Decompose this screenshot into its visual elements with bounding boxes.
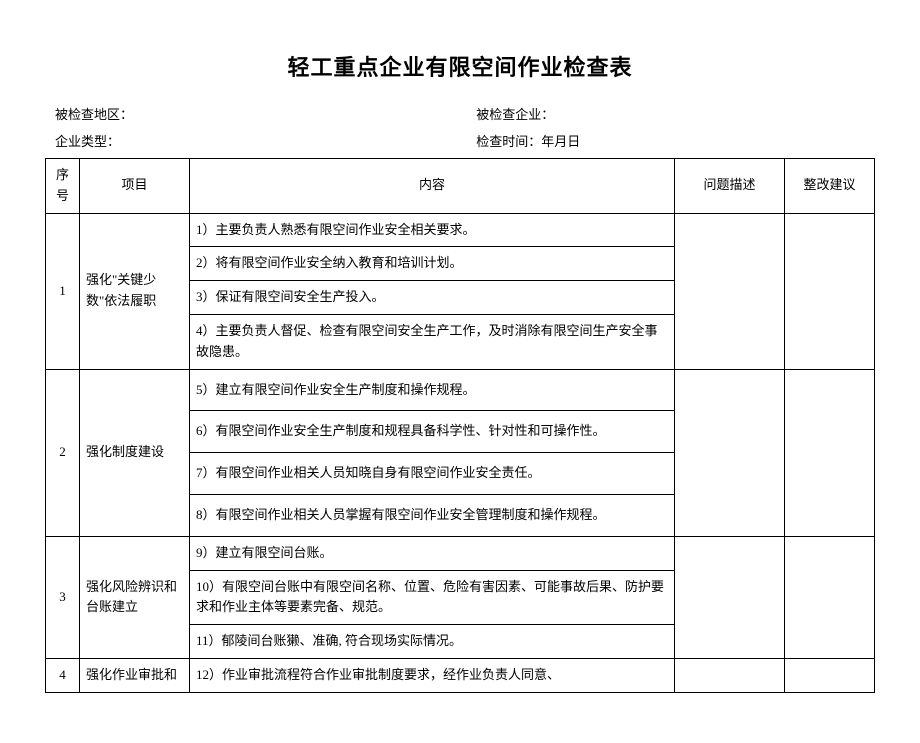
meta-enterprise-type-label: 企业类型： — [55, 131, 476, 150]
content-cell: 10）有限空间台账中有限空间名称、位置、危险有害因素、可能事故后果、防护要求和作… — [190, 570, 675, 625]
content-cell: 9）建立有限空间台账。 — [190, 536, 675, 570]
meta-checked-enterprise-label: 被检查企业： — [476, 104, 865, 123]
meta-row-1: 被检查地区： 被检查企业： — [45, 104, 875, 123]
inspection-table: 序号 项目 内容 问题描述 整改建议 1 强化"关键少数"依法履职 1）主要负责… — [45, 158, 875, 693]
content-cell: 2）将有限空间作业安全纳入教育和培训计划。 — [190, 247, 675, 281]
meta-row-2: 企业类型： 检查时间：年月日 — [45, 131, 875, 150]
item-cell: 强化风险辨识和台账建立 — [80, 536, 190, 658]
page-title: 轻工重点企业有限空间作业检查表 — [45, 50, 875, 82]
content-cell: 8）有限空间作业相关人员掌握有限空间作业安全管理制度和操作规程。 — [190, 494, 675, 536]
seq-cell: 1 — [46, 213, 80, 369]
content-cell: 3）保证有限空间安全生产投入。 — [190, 281, 675, 315]
content-cell: 4）主要负责人督促、检查有限空间安全生产工作，及时消除有限空间生产安全事故隐患。 — [190, 314, 675, 369]
content-cell: 1）主要负责人熟悉有限空间作业安全相关要求。 — [190, 213, 675, 247]
header-issue: 问题描述 — [675, 159, 785, 214]
content-cell: 12）作业审批流程符合作业审批制度要求，经作业负责人同意、 — [190, 658, 675, 692]
suggest-cell — [785, 658, 875, 692]
issue-cell — [675, 658, 785, 692]
header-content: 内容 — [190, 159, 675, 214]
header-suggest: 整改建议 — [785, 159, 875, 214]
header-item: 项目 — [80, 159, 190, 214]
table-row: 1 强化"关键少数"依法履职 1）主要负责人熟悉有限空间作业安全相关要求。 — [46, 213, 875, 247]
issue-cell — [675, 369, 785, 536]
table-row: 4 强化作业审批和 12）作业审批流程符合作业审批制度要求，经作业负责人同意、 — [46, 658, 875, 692]
issue-cell — [675, 213, 785, 369]
item-cell: 强化制度建设 — [80, 369, 190, 536]
content-cell: 6）有限空间作业安全生产制度和规程具备科学性、针对性和可操作性。 — [190, 411, 675, 453]
meta-checked-area-label: 被检查地区： — [55, 104, 476, 123]
seq-cell: 4 — [46, 658, 80, 692]
suggest-cell — [785, 536, 875, 658]
suggest-cell — [785, 213, 875, 369]
header-seq: 序号 — [46, 159, 80, 214]
meta-check-time-label: 检查时间：年月日 — [476, 131, 865, 150]
issue-cell — [675, 536, 785, 658]
table-header-row: 序号 项目 内容 问题描述 整改建议 — [46, 159, 875, 214]
item-cell: 强化作业审批和 — [80, 658, 190, 692]
content-cell: 11）郁陵间台账獭、准确, 符合现场实际情况。 — [190, 625, 675, 659]
seq-cell: 3 — [46, 536, 80, 658]
content-cell: 7）有限空间作业相关人员知晓自身有限空间作业安全责任。 — [190, 453, 675, 495]
item-cell: 强化"关键少数"依法履职 — [80, 213, 190, 369]
table-row: 2 强化制度建设 5）建立有限空间作业安全生产制度和操作规程。 — [46, 369, 875, 411]
table-row: 3 强化风险辨识和台账建立 9）建立有限空间台账。 — [46, 536, 875, 570]
suggest-cell — [785, 369, 875, 536]
seq-cell: 2 — [46, 369, 80, 536]
content-cell: 5）建立有限空间作业安全生产制度和操作规程。 — [190, 369, 675, 411]
